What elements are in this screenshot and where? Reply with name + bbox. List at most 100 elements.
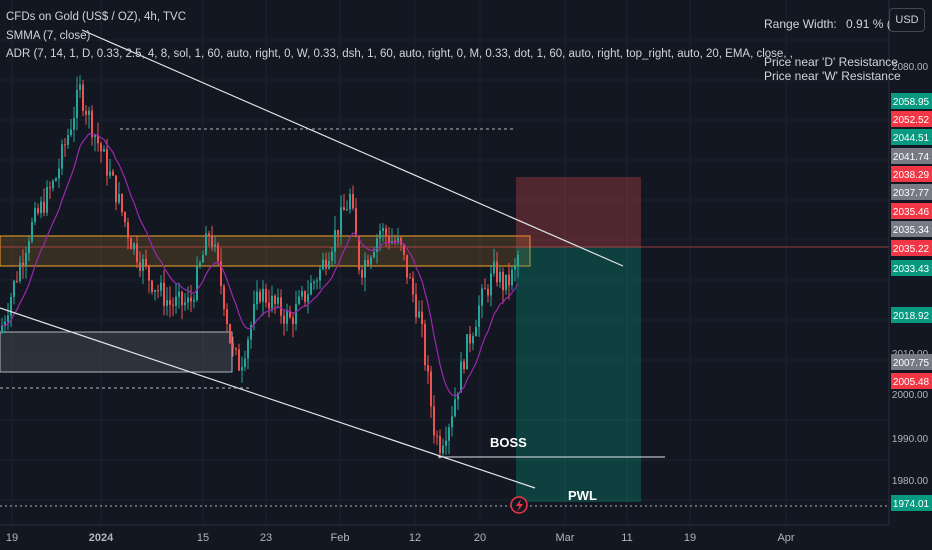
candle-body [463,361,465,370]
candle-body [337,229,339,235]
candle-body [265,288,267,303]
candle-body [481,288,483,306]
candle-body [241,367,243,371]
candle-body [511,269,513,286]
chart-annotations: BOSS PWL [490,435,597,514]
candle-body [394,240,396,243]
candle-body [199,262,201,266]
candle-body [283,315,285,324]
candle-body [43,201,45,213]
candle-body [61,144,63,169]
candle-body [25,252,27,265]
legend-symbol[interactable]: CFDs on Gold (US$ / OZ), 4h, TVC [6,11,187,23]
price-badge-label: 1974.01 [893,499,930,510]
candle-body [220,261,222,287]
candle-body [415,294,417,318]
candle-body [256,291,258,305]
candle-body [364,259,366,278]
candle-body [499,271,501,283]
candle-body [418,311,420,318]
candle-body [436,435,438,437]
price-badge [891,148,932,164]
candle-body [442,445,444,454]
candle-body [49,187,51,189]
price-badge [891,93,932,109]
candle-body [145,258,147,266]
price-badge-label: 2007.75 [893,358,930,369]
candle-body [121,193,123,213]
price-badge-label: 2044.51 [893,133,930,144]
price-badge-label: 2052.52 [893,115,930,126]
candle-body [343,207,345,211]
candle-body [154,290,156,292]
candle-body [508,274,510,286]
price-badge-label: 2018.92 [893,311,930,322]
candle-body [226,309,228,324]
price-badge [891,495,932,511]
take-profit-box [516,247,641,502]
candle-body [55,178,57,181]
price-badge-label: 2041.74 [893,152,930,163]
candle-body [4,321,6,326]
time-tick-label: Apr [777,532,794,544]
grid [0,0,889,525]
candle-body [97,135,99,144]
candle-body [64,144,66,146]
candle-body [16,280,18,282]
candle-body [277,297,279,304]
candle-body [259,291,261,302]
candle-body [310,282,312,295]
time-tick-label: Mar [556,532,575,544]
pwl-label: PWL [568,488,597,503]
candle-body [319,269,321,281]
candle-body [496,261,498,283]
candle-body [280,297,282,316]
candle-body [298,296,300,305]
lightning-bolt [516,499,523,512]
candle-body [172,304,174,306]
candle-body [457,392,459,400]
candle-body [517,254,519,266]
time-tick-label: 2024 [89,532,114,544]
candle-body [139,262,141,271]
time-axis-bg [0,525,932,550]
candle-body [166,300,168,306]
demand-zone [0,331,233,373]
time-tick-label: 23 [260,532,272,544]
candle-body [289,311,291,318]
candle-body [370,257,372,265]
candle-body [115,175,117,203]
candle-body [466,334,468,370]
candle-body [502,271,504,291]
candle-body [184,302,186,306]
legend-smma[interactable]: SMMA (7, close) [6,30,91,42]
candle-body [70,129,72,136]
candle-body [193,300,195,302]
candle-body [10,297,12,316]
candle-body [28,241,30,253]
candle-body [448,427,450,441]
candle-body [205,233,207,256]
zones-layer [0,177,889,502]
candle-body [157,290,159,292]
candle-body [358,237,360,270]
candle-body [409,277,411,279]
smma-7 [1,133,519,397]
candle-body [478,305,480,327]
candle-body [331,251,333,262]
candle-body [460,361,462,393]
price-badge [891,260,932,276]
candle-body [445,440,447,446]
currency-button[interactable]: USD [889,8,925,32]
candle-body [82,84,84,111]
legend-adr[interactable]: ADR (7, 14, 1, D, 0.33, 2.5, 4, 8, sol, … [6,48,796,60]
candle-body [85,110,87,115]
time-tick-label: 19 [684,532,696,544]
candle-body [505,274,507,291]
candle-body [367,259,369,265]
candle-body [211,236,213,247]
candle-body [133,243,135,250]
candle-body [37,208,39,214]
price-badge-label: 2038.29 [893,170,930,181]
